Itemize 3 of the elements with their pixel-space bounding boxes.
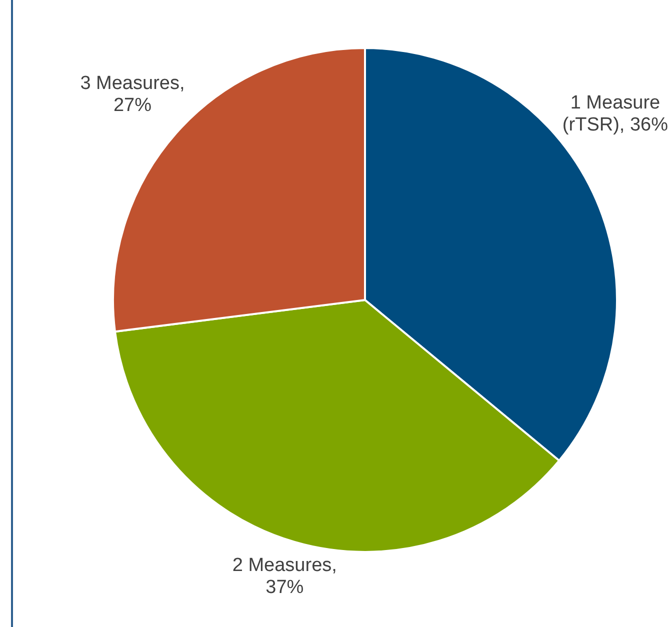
slice-label: 3 Measures, 27%	[80, 73, 185, 116]
slice-label: 2 Measures, 37%	[232, 554, 337, 598]
slice-label: 1 Measure (rTSR), 36%	[562, 92, 668, 136]
